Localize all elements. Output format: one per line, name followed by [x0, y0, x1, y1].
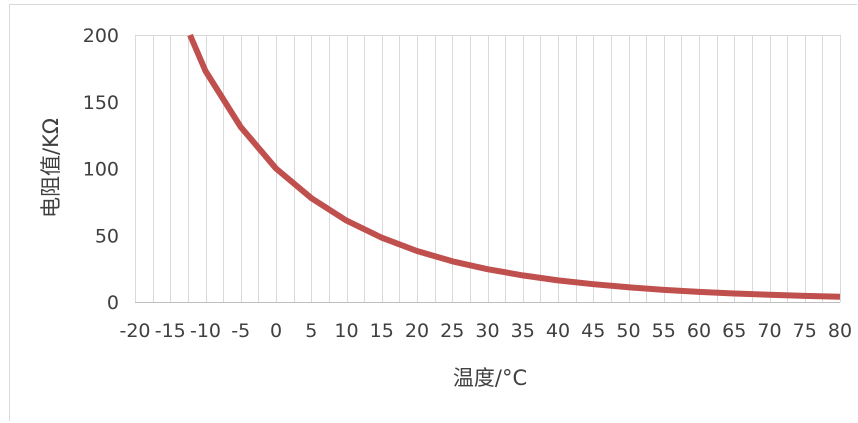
- x-tick-label: 30: [475, 320, 499, 342]
- x-tick-label: 10: [334, 320, 358, 342]
- series-line: [187, 33, 841, 300]
- x-tick-label: 55: [652, 320, 676, 342]
- y-tick-label: 0: [107, 292, 119, 314]
- x-tick-label: 70: [757, 320, 781, 342]
- x-axis-title: 温度/°C: [453, 366, 527, 390]
- y-tick-label: 200: [83, 25, 119, 47]
- y-tick-labels: 0 50 100 150 200: [83, 25, 119, 314]
- x-tick-labels: -20 -15 -10 -5 0 5 10 15 20 25 30 35 40 45 50 55 60 65 70 7…: [119, 320, 852, 342]
- x-tick-label: -20: [119, 320, 150, 342]
- x-tick-label: 5: [305, 320, 317, 342]
- x-tick-label: -15: [155, 320, 186, 342]
- grid-lines: [135, 35, 841, 302]
- x-tick-label: 15: [370, 320, 394, 342]
- x-tick-label: 65: [722, 320, 746, 342]
- x-tick-label: 40: [546, 320, 570, 342]
- y-tick-label: 100: [83, 159, 119, 181]
- chart-frame: [9, 4, 857, 421]
- x-tick-label: 20: [405, 320, 429, 342]
- y-tick-label: 50: [95, 225, 119, 247]
- y-axis-title: 电阻值/KΩ: [39, 118, 63, 218]
- y-tick-label: 150: [83, 92, 119, 114]
- series-layer: [187, 33, 841, 300]
- x-tick-label: 25: [440, 320, 464, 342]
- x-tick-label: -10: [190, 320, 221, 342]
- x-tick-label: 80: [828, 320, 852, 342]
- x-tick-label: -5: [231, 320, 250, 342]
- x-tick-label: 50: [616, 320, 640, 342]
- x-tick-label: 60: [687, 320, 711, 342]
- x-tick-label: 45: [581, 320, 605, 342]
- x-tick-label: 75: [793, 320, 817, 342]
- x-tick-label: 35: [511, 320, 535, 342]
- x-tick-label: 0: [270, 320, 282, 342]
